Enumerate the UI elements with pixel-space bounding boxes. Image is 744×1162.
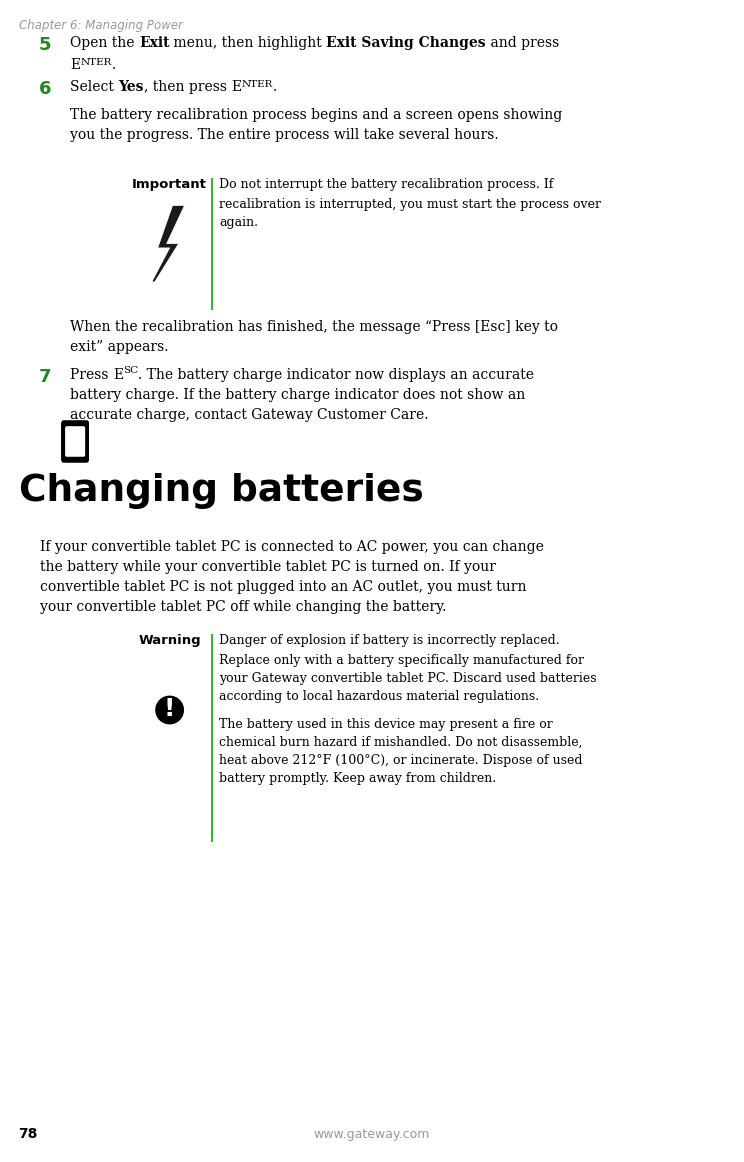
Text: Danger of explosion if battery is incorrectly replaced.: Danger of explosion if battery is incorr… [219, 634, 560, 647]
Text: , then press: , then press [144, 80, 231, 94]
Text: your Gateway convertible tablet PC. Discard used batteries: your Gateway convertible tablet PC. Disc… [219, 672, 597, 686]
Text: you the progress. The entire process will take several hours.: you the progress. The entire process wil… [70, 128, 498, 142]
Text: and press: and press [486, 36, 559, 50]
Text: Exit: Exit [139, 36, 170, 50]
Text: Exit Saving Changes: Exit Saving Changes [327, 36, 486, 50]
Text: NTER: NTER [241, 80, 272, 89]
Text: !: ! [164, 697, 176, 722]
Polygon shape [152, 206, 185, 282]
FancyBboxPatch shape [62, 422, 88, 461]
Text: . The battery charge indicator now displays an accurate: . The battery charge indicator now displ… [138, 368, 534, 382]
Text: .: . [272, 80, 277, 94]
Text: your convertible tablet PC off while changing the battery.: your convertible tablet PC off while cha… [40, 600, 446, 614]
Text: 6: 6 [39, 80, 51, 98]
Text: Important: Important [132, 178, 207, 191]
Text: If your convertible tablet PC is connected to AC power, you can change: If your convertible tablet PC is connect… [40, 540, 544, 554]
Text: E: E [113, 368, 123, 382]
Text: Yes: Yes [118, 80, 144, 94]
Text: according to local hazardous material regulations.: according to local hazardous material re… [219, 690, 539, 703]
Text: heat above 212°F (100°C), or incinerate. Dispose of used: heat above 212°F (100°C), or incinerate.… [219, 754, 583, 767]
Text: E: E [70, 58, 80, 72]
Text: recalibration is interrupted, you must start the process over: recalibration is interrupted, you must s… [219, 198, 601, 211]
Text: Changing batteries: Changing batteries [19, 473, 423, 509]
Text: Open the: Open the [70, 36, 139, 50]
Text: Press: Press [70, 368, 113, 382]
Text: The battery recalibration process begins and a screen opens showing: The battery recalibration process begins… [70, 108, 562, 122]
Text: E: E [231, 80, 241, 94]
Text: .: . [112, 58, 115, 72]
Circle shape [156, 696, 183, 724]
Text: 78: 78 [19, 1127, 38, 1141]
Text: battery charge. If the battery charge indicator does not show an: battery charge. If the battery charge in… [70, 388, 525, 402]
Text: SC: SC [123, 366, 138, 374]
Text: Chapter 6: Managing Power: Chapter 6: Managing Power [19, 19, 182, 31]
Text: menu, then highlight: menu, then highlight [170, 36, 327, 50]
Text: Do not interrupt the battery recalibration process. If: Do not interrupt the battery recalibrati… [219, 178, 554, 191]
FancyBboxPatch shape [65, 426, 85, 456]
Text: accurate charge, contact Gateway Customer Care.: accurate charge, contact Gateway Custome… [70, 408, 429, 422]
Text: the battery while your convertible tablet PC is turned on. If your: the battery while your convertible table… [40, 560, 496, 574]
Text: NTER: NTER [80, 58, 112, 67]
Text: The battery used in this device may present a fire or: The battery used in this device may pres… [219, 718, 554, 731]
Text: 5: 5 [39, 36, 51, 53]
Text: When the recalibration has finished, the message “Press [Esc] key to: When the recalibration has finished, the… [70, 320, 558, 333]
Text: chemical burn hazard if mishandled. Do not disassemble,: chemical burn hazard if mishandled. Do n… [219, 736, 583, 749]
Text: convertible tablet PC is not plugged into an AC outlet, you must turn: convertible tablet PC is not plugged int… [40, 580, 527, 594]
Text: www.gateway.com: www.gateway.com [314, 1128, 430, 1141]
Text: 7: 7 [39, 368, 51, 386]
Text: Select: Select [70, 80, 118, 94]
Text: again.: again. [219, 216, 258, 229]
Text: battery promptly. Keep away from children.: battery promptly. Keep away from childre… [219, 772, 496, 786]
Text: exit” appears.: exit” appears. [70, 340, 168, 354]
Text: Warning: Warning [138, 634, 201, 647]
Text: Replace only with a battery specifically manufactured for: Replace only with a battery specifically… [219, 654, 585, 667]
